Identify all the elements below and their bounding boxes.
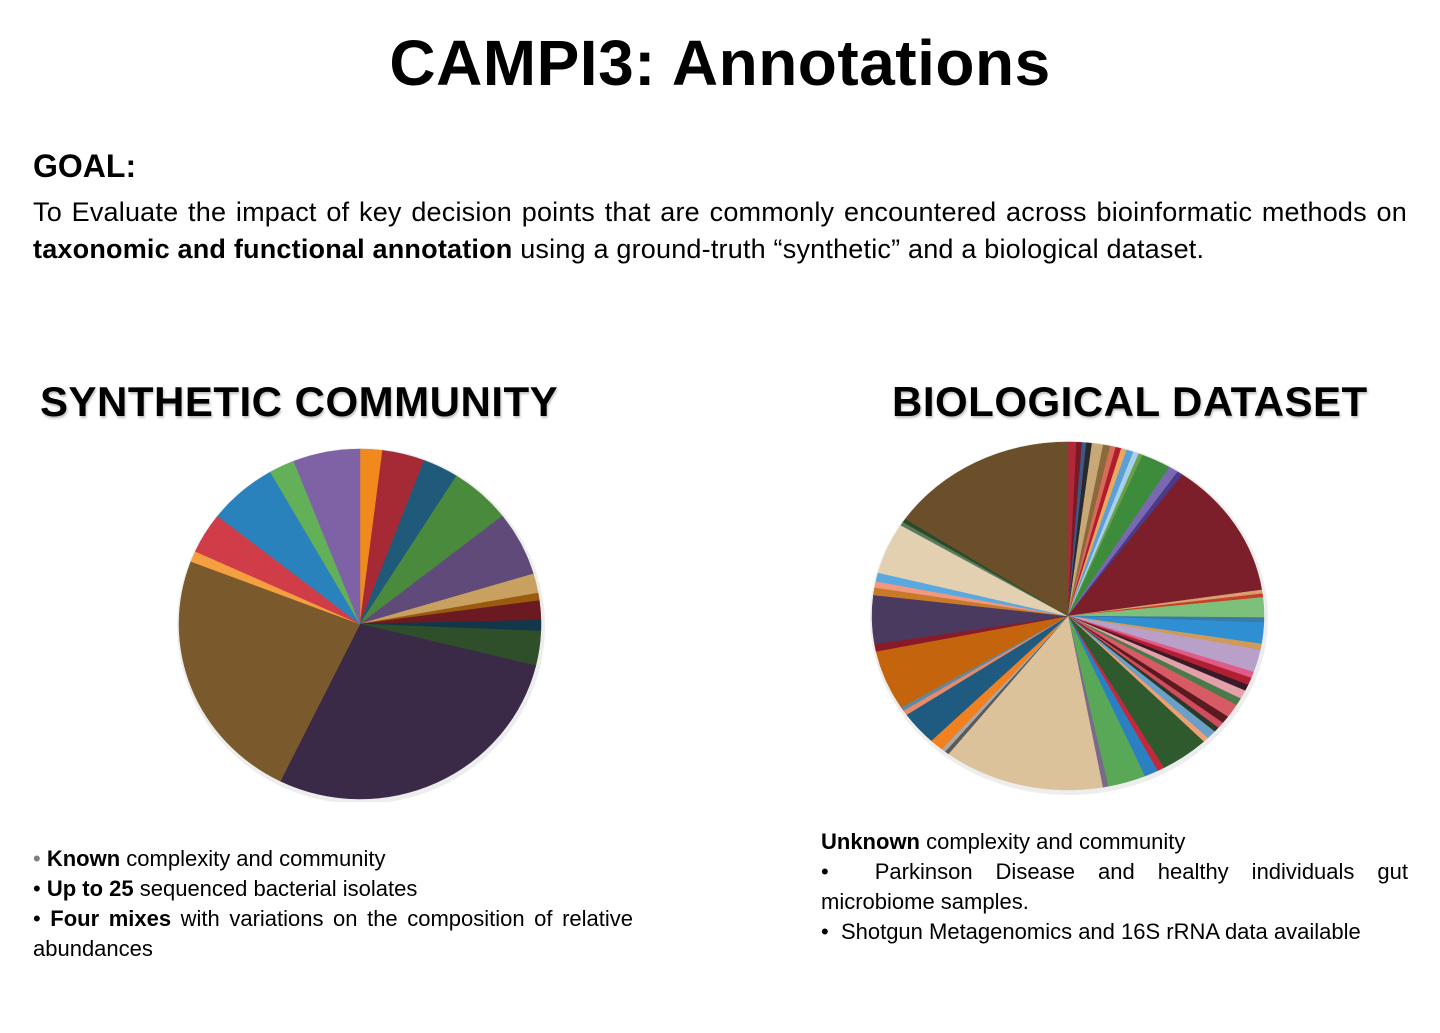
bullet-marker: • [33, 906, 41, 931]
goal-text-bold: taxonomic and functional annotation [33, 234, 513, 264]
bullet-text: Parkinson Disease and healthy individual… [821, 859, 1408, 914]
synthetic-community-bullets: • Known complexity and community • Up to… [33, 844, 633, 964]
bullet-bold: Up to 25 [46, 876, 134, 901]
bullet-text: sequenced bacterial isolates [133, 876, 418, 901]
biological-dataset-bullets: Unknown complexity and community • Parki… [821, 827, 1408, 947]
bullet-bold: Known [46, 846, 121, 871]
pie-slice [1067, 474, 1263, 617]
biological-dataset-heading: BIOLOGICAL DATASET [892, 378, 1368, 425]
bullet-text: complexity and community [120, 846, 386, 871]
list-item: Unknown complexity and community [821, 827, 1408, 857]
list-item: • Up to 25 sequenced bacterial isolates [33, 874, 633, 904]
goal-text-post: using a ground-truth “synthetic” and a b… [512, 234, 1205, 264]
pie-slice [948, 615, 1103, 791]
synthetic-community-heading: SYNTHETIC COMMUNITY [40, 378, 559, 425]
goal-heading: GOAL: [33, 148, 137, 184]
bullet-bold: Four mixes [50, 906, 172, 931]
synthetic-community-pie-chart [177, 448, 545, 802]
bullet-text: complexity and community [920, 829, 1186, 854]
pie-slice [905, 441, 1069, 617]
bullet-marker: • [821, 919, 829, 944]
list-item: • Four mixes with variations on the comp… [33, 904, 633, 964]
pie-slice [178, 561, 361, 782]
bullet-marker: • [33, 876, 41, 901]
list-item: • Known complexity and community [33, 844, 633, 874]
bullet-marker: • [33, 846, 41, 871]
goal-text-pre: To Evaluate the impact of key decision p… [33, 197, 1407, 227]
slide-title: CAMPI3: Annotations [389, 27, 1051, 99]
pie-slice [293, 448, 361, 625]
bullet-text: Shotgun Metagenomics and 16S rRNA data a… [840, 919, 1361, 944]
pie-slice [279, 623, 537, 800]
list-item: • Parkinson Disease and healthy individu… [821, 857, 1408, 917]
goal-text: To Evaluate the impact of key decision p… [33, 194, 1407, 268]
bullet-bold: Unknown [821, 829, 920, 854]
biological-dataset-pie-chart [870, 441, 1268, 795]
bullet-marker: • [821, 859, 829, 884]
bullet-text: with variations on the composition of re… [33, 906, 633, 961]
list-item: • Shotgun Metagenomics and 16S rRNA data… [821, 917, 1408, 947]
